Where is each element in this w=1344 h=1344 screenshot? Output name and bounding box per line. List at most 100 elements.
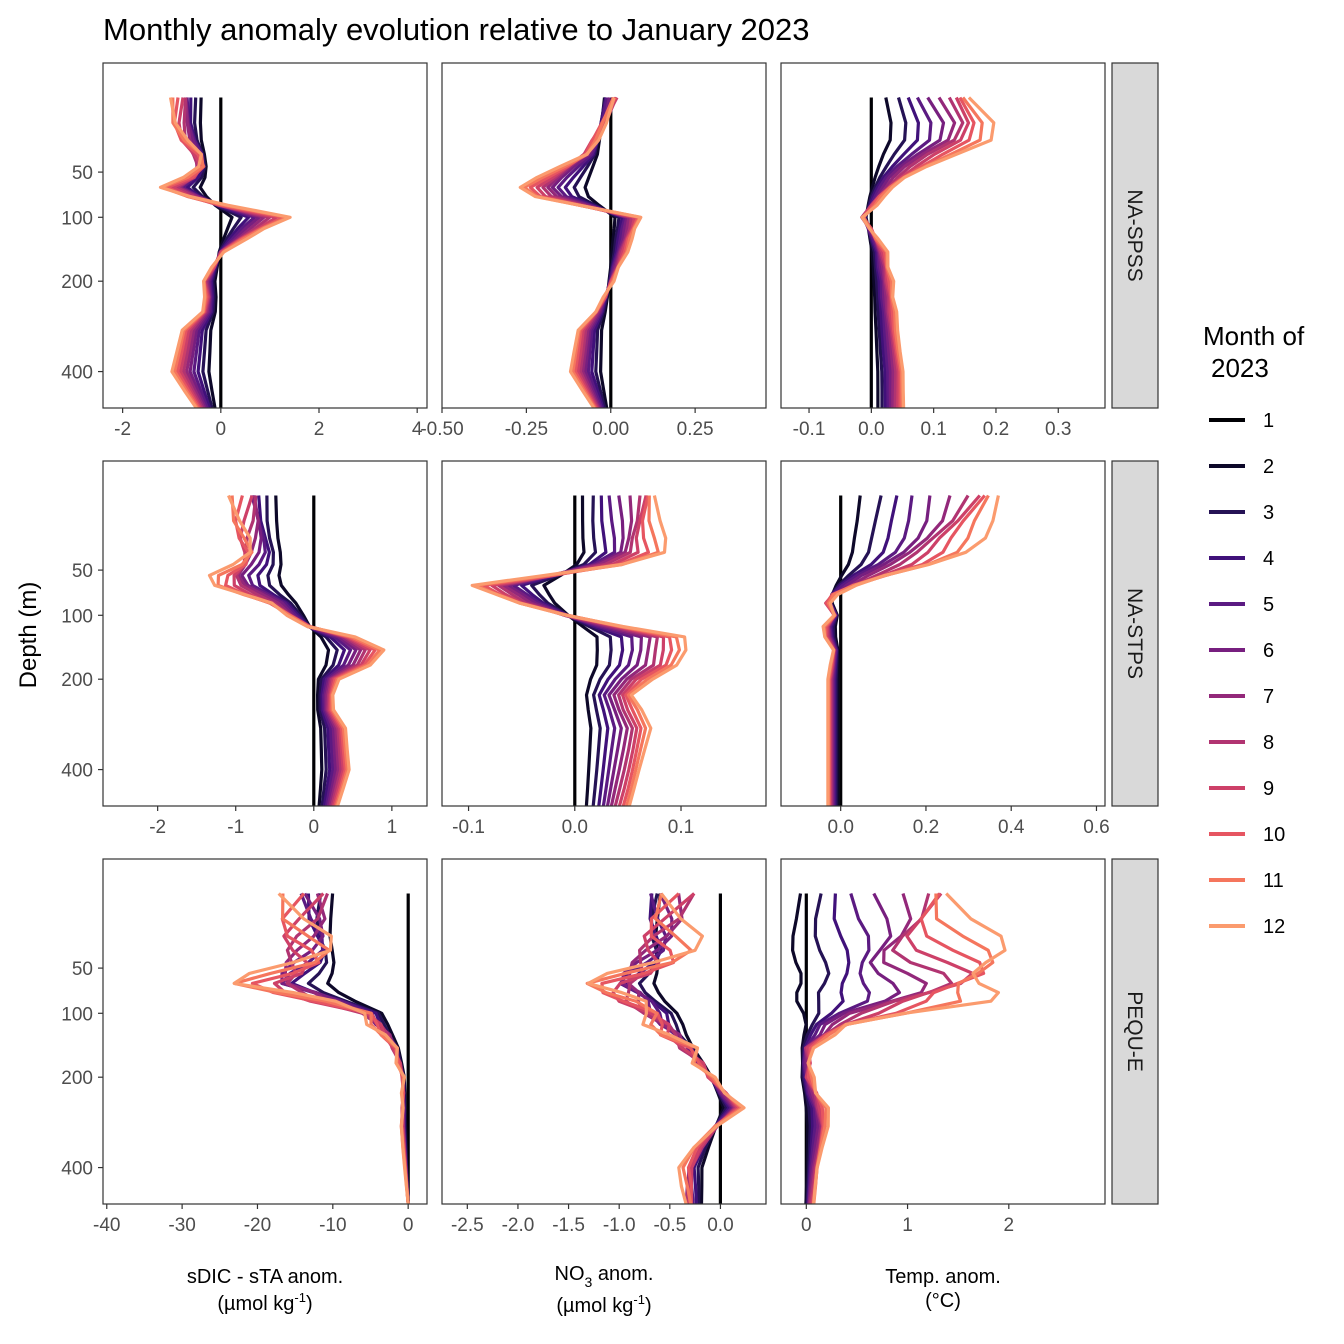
y-tick-label: 400: [61, 363, 93, 384]
x-tick-label: 0: [801, 1215, 812, 1236]
series-line-month-4: [519, 495, 625, 806]
x-tick-label: 0.25: [677, 419, 714, 440]
series-line-month-7: [803, 893, 928, 1204]
facet-strip-label: PEQU-E: [1123, 991, 1146, 1072]
x-tick-label: 0.6: [1083, 817, 1109, 838]
panel-border: [441, 858, 767, 1205]
x-axis-label-temp-line1: Temp. anom.: [885, 1266, 1001, 1288]
y-tick-label: 200: [61, 272, 93, 293]
legend-label: 7: [1263, 686, 1274, 708]
series-line-month-2: [790, 893, 810, 1204]
panel-border: [102, 62, 428, 409]
x-axis-label-sdic-unit: (µmol kg: [217, 1293, 294, 1315]
x-tick-label: 1: [902, 1215, 913, 1236]
panel-na-spss-2: -0.50 -0.25 0.00 0.25: [420, 62, 767, 440]
x-axis-label-no3-chem: NO: [555, 1263, 585, 1285]
series-line-month-4: [801, 893, 851, 1204]
series-line-month-9: [611, 892, 739, 1204]
x-tick-label: 0: [216, 419, 227, 440]
legend-label: 10: [1263, 824, 1285, 846]
panel-border: [780, 460, 1106, 807]
facet-strip-box: [1111, 62, 1159, 409]
series-lines: [860, 96, 996, 408]
x-tick-label: -0.25: [505, 419, 548, 440]
y-tick-label: 50: [72, 959, 93, 980]
panel-border: [102, 460, 428, 807]
panel-border: [441, 62, 767, 409]
panel-na-spss-1: -2 0 2 4 50 100 200 400: [61, 62, 428, 440]
legend-item-3: 3: [1209, 502, 1274, 524]
y-tick-label: 50: [72, 163, 93, 184]
facet-strip-label: NA-SPSS: [1123, 189, 1146, 281]
series-line-month-12: [232, 892, 410, 1204]
panel-na-stps-2: -0.1 0.0 0.1: [441, 460, 767, 838]
y-tick-label: 100: [61, 1004, 93, 1025]
x-tick-label: -1.5: [552, 1215, 585, 1236]
x-axis-label-no3-rest: anom.: [592, 1263, 653, 1285]
x-tick-label: -0.5: [653, 1215, 686, 1236]
panel-border: [441, 460, 767, 807]
panel-pequ-e-2: -2.5 -2.0 -1.5 -1.0 -0.5 0.0: [441, 858, 767, 1236]
facet-strip-na-stps: NA-STPS: [1111, 460, 1159, 807]
legend-title-line1: Month of: [1203, 321, 1305, 351]
y-tick-label: 200: [61, 670, 93, 691]
x-tick-label: -2.0: [502, 1215, 535, 1236]
series-lines: [821, 494, 1000, 806]
facet-strip-na-spss: NA-SPSS: [1111, 62, 1159, 409]
series-line-month-12: [860, 96, 996, 408]
y-tick-label: 100: [61, 606, 93, 627]
panel-pequ-e-3: 0 1 2: [780, 858, 1106, 1236]
panel-border: [780, 62, 1106, 409]
panel-background: [103, 63, 427, 408]
x-tick-label: 0.00: [592, 419, 629, 440]
x-axis-label-no3-sup: -1: [633, 1292, 645, 1307]
series-lines: [470, 495, 688, 806]
panel-border: [102, 858, 428, 1205]
legend-title-line2: 2023: [1211, 353, 1269, 383]
panel-background: [103, 461, 427, 806]
series-lines: [518, 96, 643, 408]
legend-item-7: 7: [1209, 686, 1274, 708]
legend-label: 6: [1263, 640, 1274, 662]
series-line-month-12: [586, 892, 746, 1204]
legend-item-9: 9: [1209, 778, 1274, 800]
y-axis-label: Depth (m): [15, 582, 42, 689]
legend-label: 3: [1263, 502, 1274, 524]
x-axis-label-temp: Temp. anom. (°C): [885, 1266, 1001, 1312]
x-axis-label-no3-unit: (µmol kg: [556, 1295, 633, 1317]
series-line-month-5: [511, 495, 635, 806]
legend-item-12: 12: [1209, 916, 1285, 938]
x-tick-label: 4: [412, 419, 423, 440]
panel-na-spss-3: -0.1 0.0 0.1 0.2 0.3: [780, 62, 1106, 440]
series-line-month-12: [821, 495, 1000, 806]
y-tick-label: 50: [72, 561, 93, 582]
facet-strip-label: NA-STPS: [1123, 588, 1146, 679]
x-axis-label-temp-line2: (°C): [925, 1290, 961, 1312]
series-line-month-6: [550, 97, 629, 408]
panel-background: [442, 859, 766, 1204]
x-tick-label: 0.0: [858, 419, 884, 440]
series-lines: [207, 494, 386, 806]
x-tick-label: 0.0: [827, 817, 853, 838]
x-tick-label: 0.0: [562, 817, 588, 838]
legend-item-10: 10: [1209, 824, 1285, 846]
x-axis-label-sdic: sDIC - sTA anom. (µmol kg-1): [187, 1266, 343, 1315]
series-line-month-12: [806, 892, 1007, 1204]
series-line-month-11: [806, 893, 995, 1204]
x-tick-label: 2: [314, 419, 325, 440]
x-tick-label: -2.5: [451, 1215, 484, 1236]
x-tick-label: -1.0: [603, 1215, 636, 1236]
y-tick-label: 100: [61, 208, 93, 229]
x-axis-label-no3: NO3 anom. (µmol kg-1): [555, 1263, 654, 1317]
series-line-month-2: [583, 97, 617, 408]
y-tick-label: 200: [61, 1068, 93, 1089]
legend-item-5: 5: [1209, 594, 1274, 616]
x-tick-label: 2: [1004, 1215, 1015, 1236]
x-axis-label-no3-line2: (µmol kg-1): [556, 1292, 651, 1317]
series-line-month-3: [572, 97, 621, 408]
x-tick-label: -0.50: [420, 419, 463, 440]
series-lines: [232, 892, 410, 1204]
